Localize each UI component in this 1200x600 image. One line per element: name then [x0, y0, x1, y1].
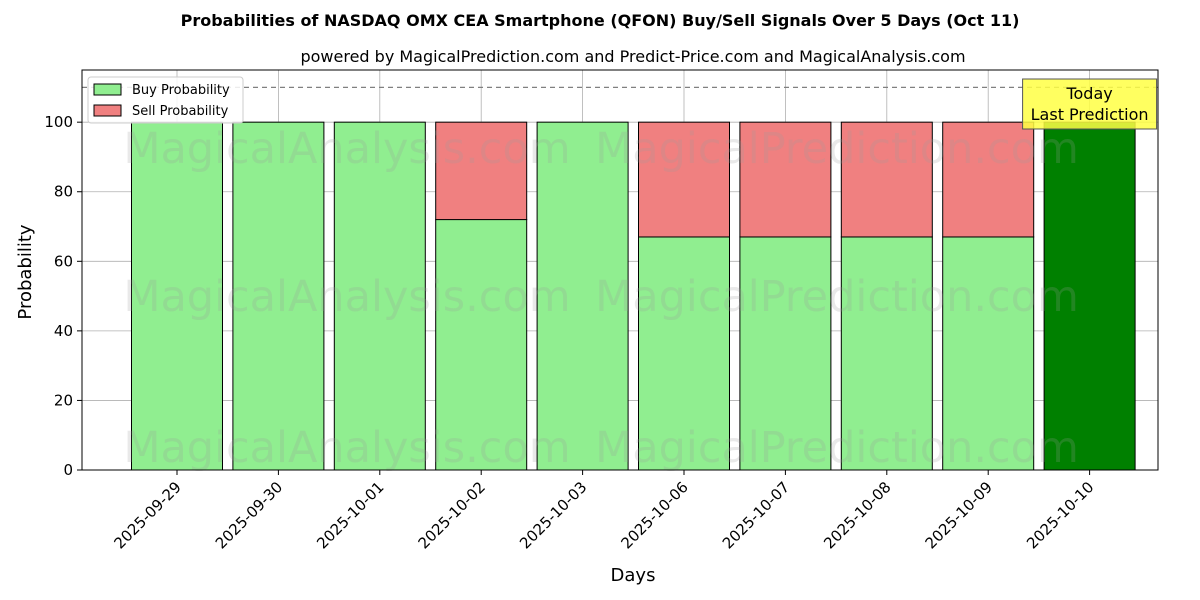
plot-frame: [81, 69, 1159, 471]
today-annotation: Today Last Prediction: [1022, 78, 1158, 130]
x-tick-label: 2025-10-08: [820, 478, 894, 552]
annotation-text: Today: [1065, 84, 1112, 103]
sell-bar: [638, 121, 730, 238]
y-tick-label: 40: [54, 322, 73, 340]
watermark-text: MagicalAnalysis.com: [123, 272, 570, 322]
watermark-text: MagicalPrediction.com: [595, 423, 1079, 473]
buy-bar: [739, 236, 832, 471]
legend-label-buy: Buy Probability: [132, 83, 230, 98]
x-tick-label: 2025-09-30: [212, 478, 286, 552]
watermark-text: MagicalPrediction.com: [595, 272, 1079, 322]
legend-label-sell: Sell Probability: [132, 104, 229, 119]
sell-bar: [739, 121, 832, 238]
y-tick-label: 20: [54, 391, 73, 409]
buy-bar: [1043, 121, 1136, 471]
watermarks: MagicalAnalysis.com MagicalPrediction.com…: [123, 124, 1079, 473]
sell-bar: [942, 121, 1035, 238]
x-tick-label: 2025-10-01: [313, 478, 387, 552]
x-axis-label: Days: [611, 565, 656, 586]
buy-bar: [840, 236, 933, 471]
annotation-box: [1022, 78, 1158, 130]
annotation-text: Last Prediction: [1031, 105, 1149, 124]
sell-bar: [435, 121, 528, 221]
x-tick-label: 2025-10-10: [1023, 478, 1097, 552]
y-axis-ticks: 0 20 40 60 80 100: [44, 113, 82, 479]
x-tick-label: 2025-10-02: [415, 478, 489, 552]
bars: [131, 121, 1136, 471]
y-axis-label: Probability: [15, 224, 36, 319]
x-tick-label: 2025-10-07: [719, 478, 793, 552]
watermark-text: MagicalAnalysis.com: [123, 423, 570, 473]
watermark-text: MagicalPrediction.com: [595, 124, 1079, 174]
chart-title: Probabilities of NASDAQ OMX CEA Smartpho…: [181, 11, 1020, 30]
buy-bar: [131, 121, 223, 471]
x-tick-label: 2025-10-06: [617, 478, 691, 552]
buy-bar: [942, 236, 1035, 471]
legend-box: [87, 76, 244, 124]
sell-bar: [840, 121, 933, 238]
buy-bar: [638, 236, 730, 471]
buy-bar: [435, 219, 528, 471]
y-tick-label: 100: [44, 113, 73, 131]
legend-swatch-buy: [93, 83, 122, 96]
x-tick-label: 2025-09-29: [110, 478, 184, 552]
y-tick-label: 80: [54, 183, 73, 201]
watermark-text: MagicalAnalysis.com: [123, 124, 570, 174]
x-tick-label: 2025-10-03: [516, 478, 590, 552]
x-axis-ticks: 2025-09-29 2025-09-30 2025-10-01 2025-10-02…: [110, 470, 1097, 552]
y-tick-label: 60: [54, 252, 73, 270]
legend-swatch-sell: [93, 104, 122, 117]
buy-bar: [536, 121, 629, 471]
legend: Buy Probability Sell Probability: [87, 76, 244, 124]
y-tick-label: 0: [63, 461, 73, 479]
x-tick-label: 2025-10-09: [922, 478, 996, 552]
chart-subtitle: powered by MagicalPrediction.com and Pre…: [300, 47, 965, 66]
